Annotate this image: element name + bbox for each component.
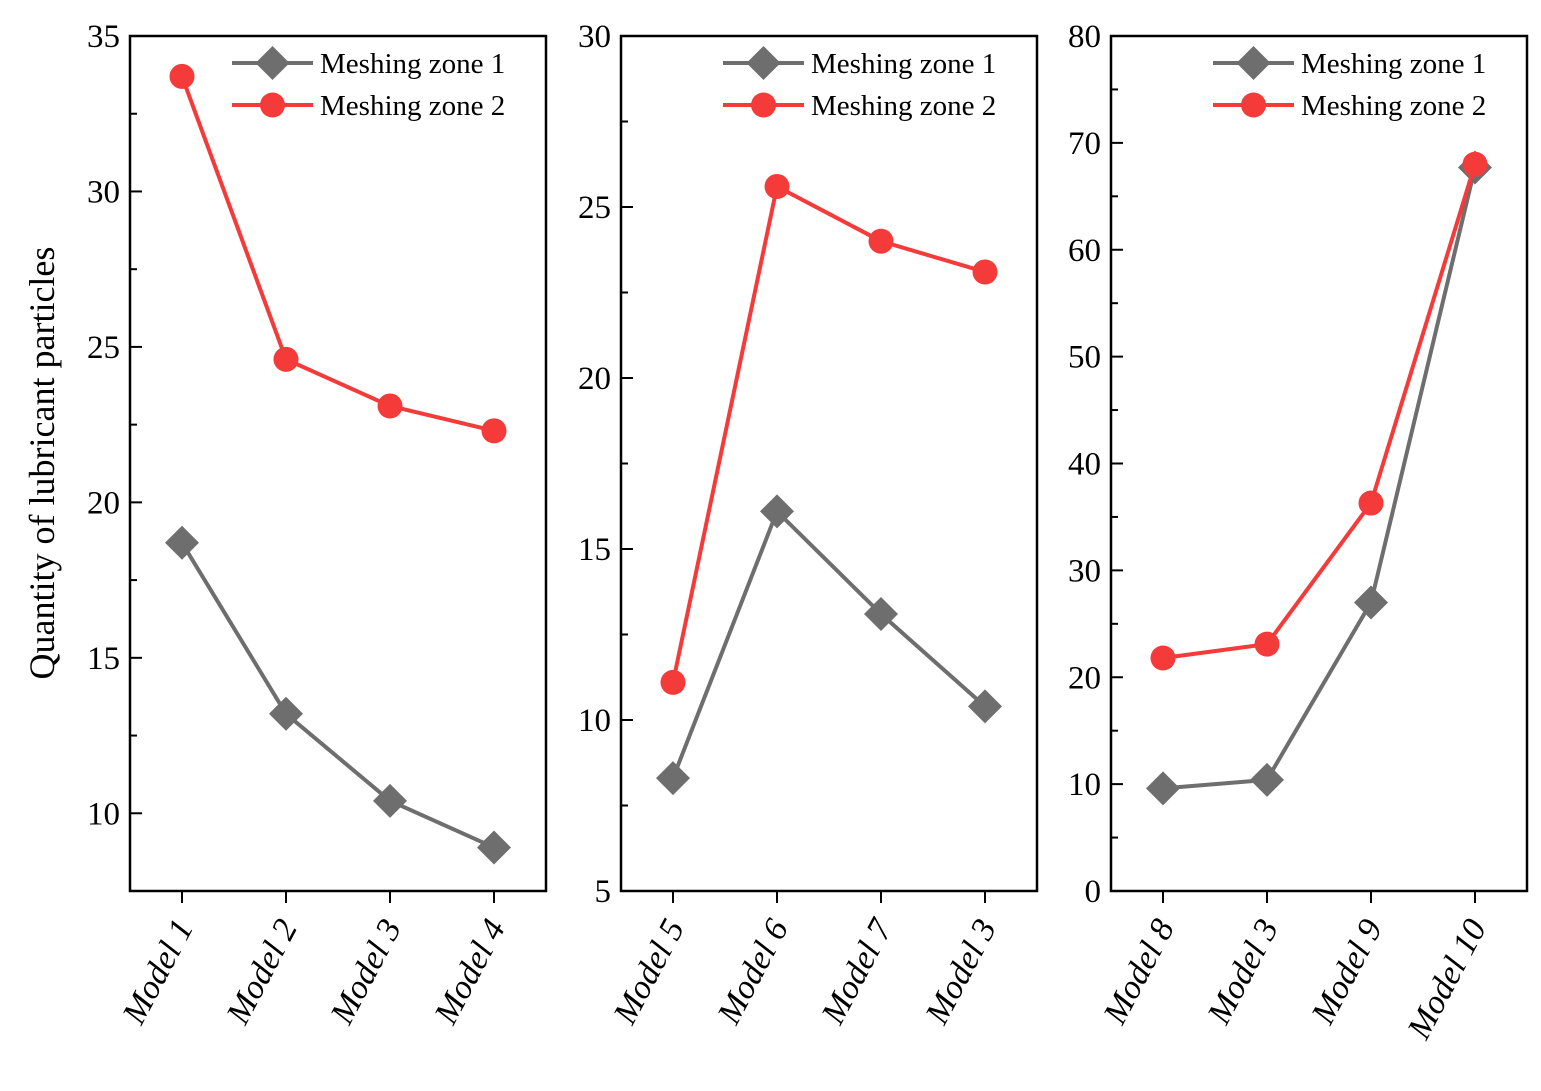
data-point-zone-2 bbox=[868, 228, 894, 254]
data-point-zone-2 bbox=[1358, 490, 1384, 516]
legend-label: Meshing zone 2 bbox=[1301, 90, 1486, 122]
chart-panel-1: 10 15 20 25 30 35 Model 1 Model 2 Model 3 Model 4… bbox=[87, 19, 548, 1031]
legend-label: Meshing zone 1 bbox=[1301, 48, 1486, 80]
legend-marker-circle bbox=[260, 92, 285, 118]
plot-frame bbox=[128, 34, 548, 893]
data-point-zone-2 bbox=[481, 418, 507, 444]
series-line-zone-2 bbox=[671, 184, 986, 683]
series-line-zone-1 bbox=[1162, 166, 1477, 791]
legend-label: Meshing zone 1 bbox=[320, 48, 505, 80]
y-tick-label: 20 bbox=[1068, 660, 1101, 696]
data-point-zone-2 bbox=[972, 259, 998, 285]
x-tick-label: Model 1 bbox=[115, 913, 201, 1030]
x-tick-label: Model 2 bbox=[219, 913, 305, 1030]
y-axis-label: Quantity of lubricant particles bbox=[22, 247, 62, 680]
data-point-zone-1 bbox=[864, 596, 898, 631]
y-tick-label: 30 bbox=[87, 174, 120, 210]
x-tick-label: Model 4 bbox=[427, 913, 513, 1030]
y-tick-label: 10 bbox=[578, 703, 611, 739]
y-tick-label: 50 bbox=[1068, 340, 1101, 376]
chart-panel-3: 0 10 20 30 40 50 60 70 80 Model 8 Model 3 Model 9 Mo… bbox=[1068, 19, 1529, 1046]
y-tick-label: 25 bbox=[578, 190, 611, 226]
plot-frame bbox=[619, 34, 1039, 893]
data-point-zone-2 bbox=[1462, 151, 1488, 177]
series-line-zone-1 bbox=[671, 509, 987, 779]
data-point-zone-2 bbox=[1150, 645, 1176, 671]
x-tick-label: Model 5 bbox=[606, 913, 692, 1030]
y-tick-label: 60 bbox=[1068, 233, 1101, 269]
data-point-zone-2 bbox=[377, 393, 403, 419]
y-tick-label: 70 bbox=[1068, 126, 1101, 162]
data-point-zone-2 bbox=[660, 669, 686, 695]
series-line-zone-2 bbox=[180, 75, 495, 433]
y-tick-label: 20 bbox=[87, 485, 120, 521]
data-point-zone-2 bbox=[764, 173, 790, 199]
y-tick-label: 10 bbox=[1068, 767, 1101, 803]
x-tick-label: Model 6 bbox=[710, 913, 796, 1030]
series-line-zone-1 bbox=[180, 541, 495, 850]
x-tick-label: Model 10 bbox=[1400, 913, 1494, 1045]
y-tick-label: 10 bbox=[87, 796, 120, 832]
y-tick-label: 0 bbox=[1085, 874, 1102, 910]
legend-marker-circle bbox=[1241, 92, 1266, 118]
y-tick-label: 25 bbox=[87, 330, 120, 366]
x-tick-label: Model 3 bbox=[918, 913, 1004, 1030]
data-point-zone-1 bbox=[656, 761, 690, 796]
data-point-zone-1 bbox=[269, 696, 303, 731]
data-point-zone-1 bbox=[1250, 762, 1284, 797]
x-tick-label: Model 8 bbox=[1096, 913, 1182, 1030]
y-tick-label: 40 bbox=[1068, 447, 1101, 483]
data-point-zone-1 bbox=[760, 494, 794, 529]
y-tick-label: 20 bbox=[578, 361, 611, 397]
y-tick-label: 35 bbox=[87, 19, 120, 55]
data-point-zone-1 bbox=[165, 525, 199, 560]
legend-marker-circle bbox=[751, 92, 776, 118]
data-point-zone-1 bbox=[1354, 585, 1388, 620]
data-point-zone-1 bbox=[477, 830, 511, 865]
legend-marker-diamond bbox=[746, 46, 781, 80]
y-tick-label: 5 bbox=[595, 874, 612, 910]
data-point-zone-2 bbox=[1254, 631, 1280, 657]
y-tick-label: 80 bbox=[1068, 19, 1101, 55]
x-tick-label: Model 9 bbox=[1304, 913, 1390, 1030]
data-point-zone-1 bbox=[968, 689, 1002, 724]
data-point-zone-2 bbox=[273, 346, 299, 372]
legend-marker-diamond bbox=[1236, 46, 1271, 80]
y-tick-label: 15 bbox=[87, 641, 120, 677]
data-point-zone-1 bbox=[1146, 771, 1180, 806]
chart-panel-2: 5 10 15 20 25 30 Model 5 Model 6 Model 7 Model 3 M… bbox=[578, 19, 1039, 1031]
legend-label: Meshing zone 2 bbox=[811, 90, 996, 122]
y-tick-label: 15 bbox=[578, 532, 611, 568]
legend-marker-diamond bbox=[255, 46, 290, 80]
x-tick-label: Model 7 bbox=[814, 912, 901, 1031]
legend-label: Meshing zone 2 bbox=[320, 90, 505, 122]
legend-label: Meshing zone 1 bbox=[811, 48, 996, 80]
x-tick-label: Model 3 bbox=[1200, 913, 1286, 1030]
data-point-zone-2 bbox=[169, 63, 195, 89]
y-tick-label: 30 bbox=[1068, 553, 1101, 589]
data-point-zone-1 bbox=[373, 783, 407, 818]
series-line-zone-2 bbox=[1162, 163, 1477, 660]
y-tick-label: 30 bbox=[578, 19, 611, 55]
x-tick-label: Model 3 bbox=[323, 913, 409, 1030]
